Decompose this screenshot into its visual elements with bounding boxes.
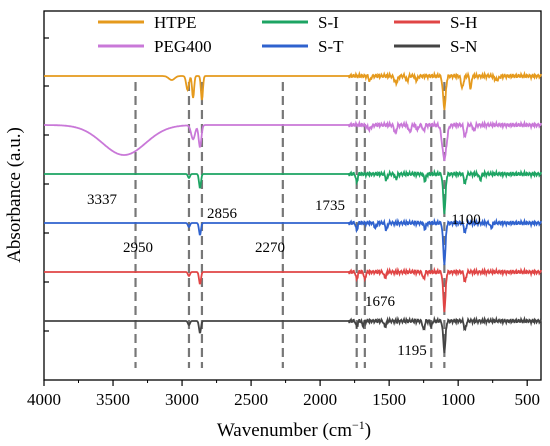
x-tick-label-500: 500 (514, 390, 540, 409)
annotation-1676: 1676 (365, 294, 396, 310)
x-axis-title: Wavenumber (cm−1) (217, 418, 371, 441)
x-tick-label-2500: 2500 (234, 390, 268, 409)
y-axis-ticks (44, 37, 49, 332)
annotation-1735: 1735 (315, 198, 345, 214)
annotation-2950: 2950 (123, 240, 153, 256)
x-axis-title-sup: −1 (352, 418, 365, 432)
x-tick-label-1000: 1000 (441, 390, 475, 409)
annotation-3337: 3337 (87, 192, 118, 208)
y-axis-title: Absorbance (a.u.) (4, 127, 25, 263)
x-axis-ticks: 4000 3500 3000 2500 2000 1500 1000 500 (27, 380, 540, 409)
spectra (44, 70, 542, 354)
legend-label-s-n: S-N (450, 37, 477, 56)
annotation-2856: 2856 (207, 206, 238, 222)
legend-label-htpe: HTPE (154, 13, 197, 32)
legend: HTPE S-I S-H PEG400 S-T S-N (98, 13, 477, 56)
legend-label-s-i: S-I (318, 13, 339, 32)
series-s-t (44, 217, 542, 266)
x-tick-label-1500: 1500 (372, 390, 406, 409)
annotation-1195: 1195 (397, 343, 426, 359)
x-axis-title-close: ) (365, 420, 371, 441)
series-s-h (44, 266, 542, 313)
x-axis-title-main: Wavenumber (cm (217, 420, 352, 441)
series-peg400 (44, 119, 542, 162)
x-tick-label-3000: 3000 (165, 390, 199, 409)
legend-label-s-h: S-H (450, 13, 477, 32)
legend-label-peg400: PEG400 (154, 37, 212, 56)
series-s-n (44, 315, 542, 354)
x-tick-label-4000: 4000 (27, 390, 61, 409)
series-htpe (44, 70, 542, 111)
series-s-i (44, 168, 542, 215)
annotation-2270: 2270 (255, 240, 285, 256)
x-tick-label-3500: 3500 (96, 390, 130, 409)
x-tick-label-2000: 2000 (303, 390, 337, 409)
plot-frame (43, 10, 542, 381)
legend-label-s-t: S-T (318, 37, 344, 56)
annotations: 3337 2856 1735 1100 2950 2270 1676 1195 (87, 192, 481, 359)
annotation-1100: 1100 (451, 212, 480, 228)
